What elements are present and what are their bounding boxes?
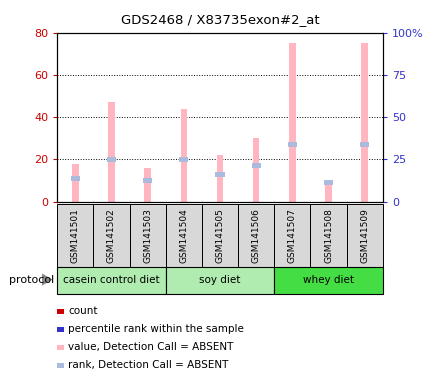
- Bar: [166, 204, 202, 267]
- Bar: [216, 172, 224, 177]
- Bar: [274, 267, 383, 294]
- Text: GSM141508: GSM141508: [324, 208, 333, 263]
- Text: casein control diet: casein control diet: [63, 275, 160, 285]
- Bar: [288, 142, 297, 147]
- Text: GDS2468 / X83735exon#2_at: GDS2468 / X83735exon#2_at: [121, 13, 319, 26]
- Text: GSM141501: GSM141501: [71, 208, 80, 263]
- Bar: [144, 168, 151, 202]
- Text: GSM141502: GSM141502: [107, 208, 116, 263]
- Bar: [311, 204, 347, 267]
- Bar: [325, 180, 332, 202]
- Bar: [180, 109, 187, 202]
- Bar: [274, 204, 311, 267]
- Bar: [93, 204, 129, 267]
- Bar: [107, 157, 116, 162]
- Bar: [57, 267, 166, 294]
- Text: rank, Detection Call = ABSENT: rank, Detection Call = ABSENT: [68, 360, 228, 370]
- Bar: [57, 204, 93, 267]
- Bar: [361, 43, 368, 202]
- Text: protocol: protocol: [9, 275, 54, 285]
- Text: GSM141509: GSM141509: [360, 208, 369, 263]
- Text: soy diet: soy diet: [199, 275, 241, 285]
- Text: whey diet: whey diet: [303, 275, 354, 285]
- Text: GSM141506: GSM141506: [252, 208, 260, 263]
- Bar: [238, 204, 274, 267]
- Bar: [166, 267, 274, 294]
- Bar: [217, 155, 223, 202]
- Polygon shape: [42, 273, 53, 286]
- Text: GSM141505: GSM141505: [216, 208, 224, 263]
- Bar: [108, 103, 115, 202]
- Bar: [202, 204, 238, 267]
- Bar: [289, 43, 296, 202]
- Text: GSM141503: GSM141503: [143, 208, 152, 263]
- Text: percentile rank within the sample: percentile rank within the sample: [68, 324, 244, 334]
- Text: count: count: [68, 306, 98, 316]
- Bar: [179, 157, 188, 162]
- Text: GSM141504: GSM141504: [180, 208, 188, 263]
- Bar: [71, 176, 80, 181]
- Bar: [347, 204, 383, 267]
- Bar: [253, 138, 260, 202]
- Text: value, Detection Call = ABSENT: value, Detection Call = ABSENT: [68, 342, 234, 352]
- Bar: [360, 142, 369, 147]
- Bar: [129, 204, 166, 267]
- Bar: [252, 163, 261, 168]
- Bar: [324, 180, 333, 185]
- Bar: [72, 164, 79, 202]
- Bar: [143, 178, 152, 183]
- Text: GSM141507: GSM141507: [288, 208, 297, 263]
